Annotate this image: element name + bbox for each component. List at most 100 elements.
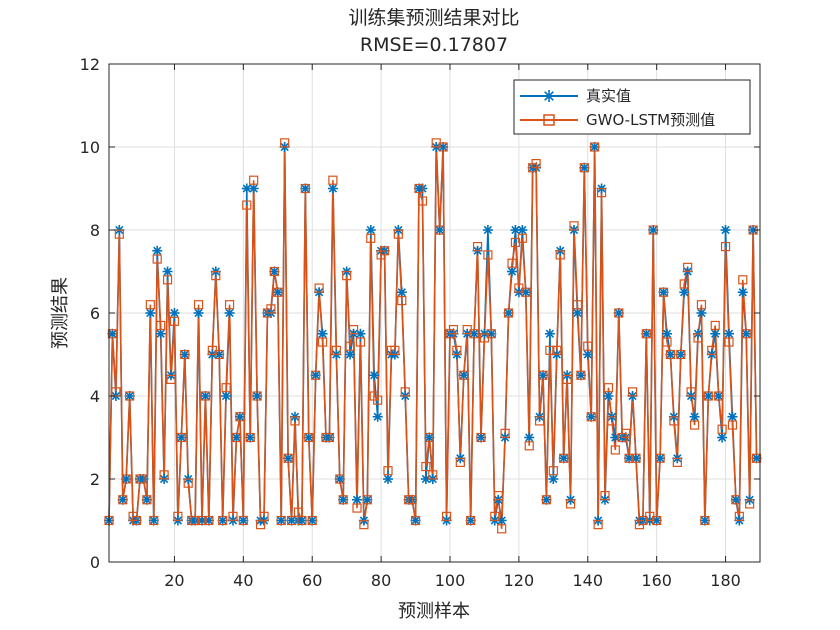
- pred-point: [428, 470, 438, 480]
- pred-point: [169, 316, 180, 326]
- pred-point: [572, 300, 583, 310]
- true-point: [496, 515, 507, 526]
- pred-point: [156, 320, 166, 331]
- true-point: [124, 391, 135, 401]
- pred-point: [517, 233, 527, 243]
- true-point: [689, 411, 700, 422]
- legend-label-pred: GWO-LSTM预测值: [586, 111, 715, 129]
- ticks: 20 40 60 80 100 120 140 160 180 0 2 4 6 8 10 12: [80, 55, 760, 590]
- true-point: [703, 391, 714, 401]
- true-point: [424, 432, 435, 443]
- pred-point: [614, 308, 624, 318]
- pred-point: [448, 325, 459, 335]
- true-point: [245, 432, 256, 443]
- pred-point: [703, 391, 713, 401]
- pred-point: [421, 461, 431, 472]
- pred-point: [562, 374, 572, 384]
- pred-point: [331, 345, 341, 355]
- pred-point: [576, 370, 586, 380]
- true-point: [296, 515, 307, 526]
- pred-point: [724, 337, 734, 347]
- true-point: [713, 391, 724, 401]
- true-point: [369, 370, 380, 381]
- true-point: [541, 494, 552, 505]
- pred-point: [107, 329, 118, 339]
- pred-point: [672, 457, 682, 467]
- pred-point: [324, 432, 335, 443]
- true-point: [503, 308, 514, 318]
- pred-point: [624, 453, 634, 463]
- pred-point: [524, 441, 534, 451]
- pred-point: [238, 515, 248, 526]
- pred-point: [689, 420, 700, 430]
- pred-point: [503, 308, 514, 318]
- true-point: [579, 162, 590, 173]
- x-tick-label: 120: [504, 571, 535, 590]
- true-point: [145, 308, 156, 318]
- pred-point: [734, 511, 744, 521]
- pred-point: [166, 374, 176, 384]
- series-true-markers: [104, 142, 762, 526]
- true-point: [383, 474, 393, 484]
- pred-point: [472, 242, 483, 252]
- pred-point: [111, 387, 121, 397]
- pred-point: [596, 188, 607, 198]
- true-point: [727, 411, 738, 422]
- pred-point: [276, 515, 286, 526]
- pred-point: [197, 515, 207, 526]
- pred-point: [297, 515, 307, 526]
- true-point: [548, 474, 559, 484]
- true-point: [152, 245, 163, 256]
- true-point: [720, 225, 731, 235]
- pred-point: [686, 387, 696, 397]
- true-point: [310, 370, 321, 381]
- x-tick-label: 140: [573, 571, 604, 590]
- true-point: [572, 308, 583, 318]
- true-point: [662, 328, 672, 339]
- pred-point: [631, 453, 641, 463]
- pred-point: [658, 287, 669, 297]
- legend-marker-pred: [543, 114, 555, 126]
- pred-point: [652, 515, 662, 526]
- pred-point: [173, 511, 183, 521]
- pred-point: [741, 329, 751, 339]
- pred-point: [183, 478, 193, 488]
- pred-point: [607, 416, 617, 426]
- true-point: [155, 328, 166, 339]
- pred-point: [541, 495, 552, 505]
- pred-point: [159, 470, 169, 480]
- pred-point: [548, 466, 558, 476]
- pred-point: [118, 495, 128, 505]
- pred-point: [435, 225, 445, 235]
- pred-point: [441, 511, 452, 521]
- true-point: [238, 515, 249, 526]
- pred-point: [486, 329, 496, 339]
- pred-point: [142, 495, 152, 505]
- y-axis-label: 预测结果: [50, 277, 71, 349]
- y-tick-label: 4: [90, 387, 100, 406]
- x-tick-label: 180: [710, 571, 741, 590]
- pred-point: [700, 515, 710, 526]
- pred-point: [393, 229, 403, 239]
- pred-point: [304, 432, 314, 443]
- true-point: [396, 287, 407, 298]
- legend-label-true: 真实值: [586, 87, 631, 105]
- true-point: [179, 349, 190, 360]
- x-tick-label: 100: [435, 571, 466, 590]
- y-tick-label: 0: [90, 553, 100, 572]
- pred-point: [348, 325, 359, 335]
- pred-point: [424, 432, 434, 443]
- pred-point: [555, 250, 565, 260]
- pred-point: [569, 221, 579, 231]
- pred-point: [221, 383, 231, 393]
- true-point: [317, 328, 328, 339]
- pred-point: [311, 370, 321, 380]
- pred-point: [565, 499, 576, 509]
- pred-point: [693, 333, 703, 343]
- true-point: [575, 370, 586, 381]
- pred-point: [483, 250, 493, 260]
- pred-point: [211, 271, 221, 281]
- y-tick-label: 6: [90, 304, 100, 323]
- true-point: [307, 515, 318, 526]
- pred-point: [273, 287, 283, 297]
